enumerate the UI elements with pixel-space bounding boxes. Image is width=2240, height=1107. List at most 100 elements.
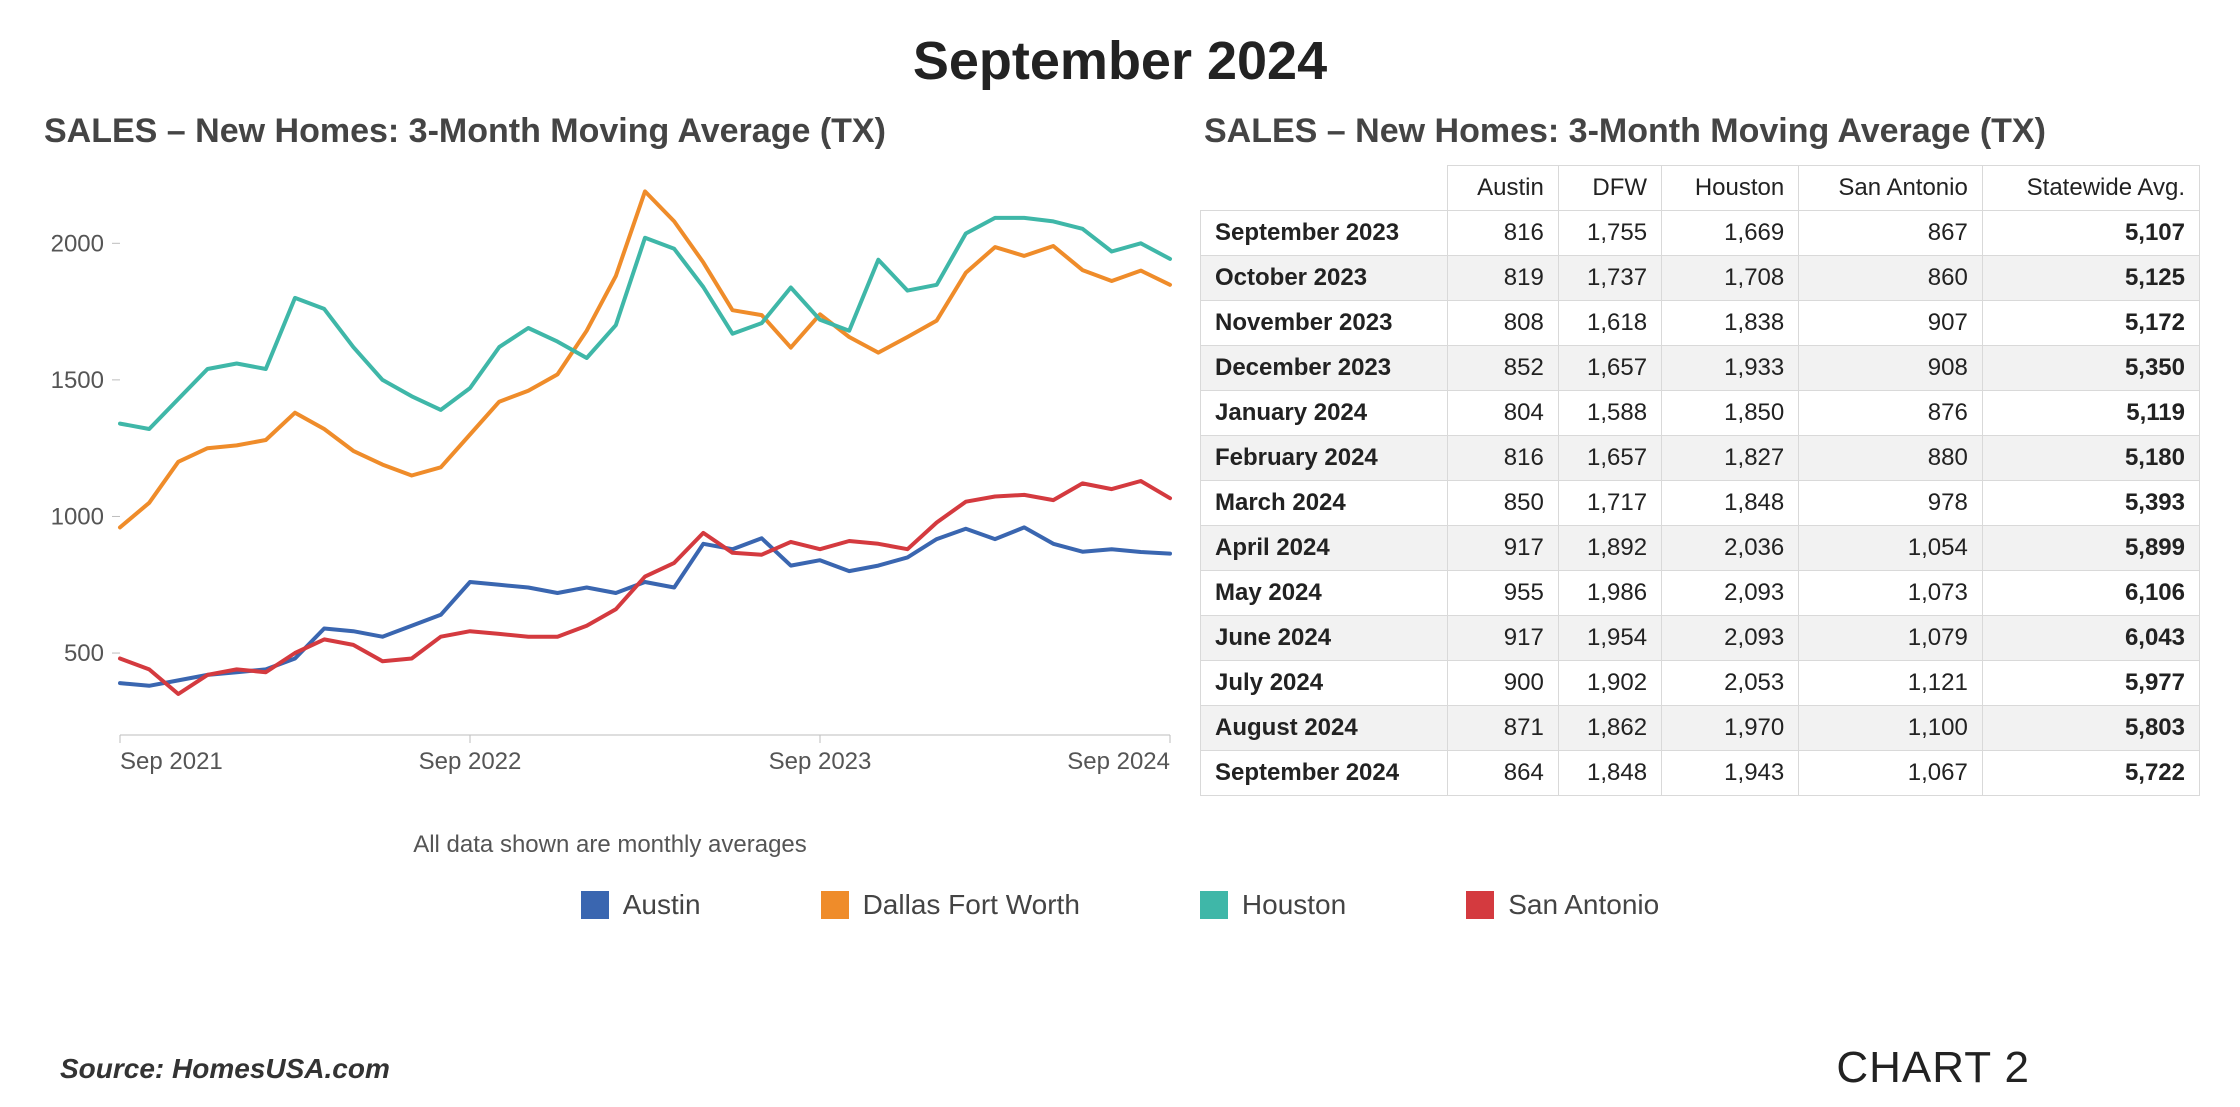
svg-text:Sep 2023: Sep 2023: [769, 748, 872, 775]
svg-text:500: 500: [64, 640, 104, 667]
table-row: January 20248041,5881,8508765,119: [1201, 391, 2200, 436]
table-cell: 6,043: [1982, 616, 2199, 661]
table-cell: 1,717: [1558, 481, 1661, 526]
svg-text:2000: 2000: [51, 230, 104, 257]
two-column-layout: SALES – New Homes: 3-Month Moving Averag…: [40, 112, 2200, 859]
table-row: April 20249171,8922,0361,0545,899: [1201, 526, 2200, 571]
table-cell: 5,722: [1982, 751, 2199, 796]
table-cell: 864: [1447, 751, 1558, 796]
table-cell: 2,053: [1662, 661, 1799, 706]
legend-label: Dallas Fort Worth: [863, 889, 1080, 921]
table-cell: 1,121: [1799, 661, 1983, 706]
table-row-header: March 2024: [1201, 481, 1448, 526]
table-cell: 819: [1447, 256, 1558, 301]
table-cell: 852: [1447, 346, 1558, 391]
table-row-header: October 2023: [1201, 256, 1448, 301]
table-cell: 804: [1447, 391, 1558, 436]
legend-swatch: [581, 891, 609, 919]
table-column-header: San Antonio: [1799, 166, 1983, 211]
table-cell: 1,079: [1799, 616, 1983, 661]
table-row-header: January 2024: [1201, 391, 1448, 436]
table-row: May 20249551,9862,0931,0736,106: [1201, 571, 2200, 616]
table-row: February 20248161,6571,8278805,180: [1201, 436, 2200, 481]
chart-footnote: All data shown are monthly averages: [40, 831, 1180, 859]
page-root: September 2024 SALES – New Homes: 3-Mont…: [0, 0, 2240, 1107]
legend-item: Dallas Fort Worth: [821, 889, 1080, 921]
table-cell: 5,899: [1982, 526, 2199, 571]
table-cell: 2,036: [1662, 526, 1799, 571]
table-row-header: November 2023: [1201, 301, 1448, 346]
table-cell: 1,943: [1662, 751, 1799, 796]
table-cell: 1,755: [1558, 211, 1661, 256]
table-cell: 908: [1799, 346, 1983, 391]
table-cell: 1,850: [1662, 391, 1799, 436]
svg-text:Sep 2021: Sep 2021: [120, 748, 223, 775]
legend-item: San Antonio: [1466, 889, 1659, 921]
svg-text:1500: 1500: [51, 367, 104, 394]
table-cell: 900: [1447, 661, 1558, 706]
table-cell: 1,737: [1558, 256, 1661, 301]
table-row: November 20238081,6181,8389075,172: [1201, 301, 2200, 346]
table-cell: 1,708: [1662, 256, 1799, 301]
table-row: August 20248711,8621,9701,1005,803: [1201, 706, 2200, 751]
table-row-header: August 2024: [1201, 706, 1448, 751]
table-row-header: September 2023: [1201, 211, 1448, 256]
line-chart-svg: 500100015002000Sep 2021Sep 2022Sep 2023S…: [40, 165, 1180, 805]
table-cell: 1,054: [1799, 526, 1983, 571]
legend-swatch: [821, 891, 849, 919]
table-cell: 917: [1447, 526, 1558, 571]
table-cell: 1,588: [1558, 391, 1661, 436]
table-cell: 871: [1447, 706, 1558, 751]
table-cell: 2,093: [1662, 571, 1799, 616]
table-cell: 1,669: [1662, 211, 1799, 256]
legend-label: Austin: [623, 889, 701, 921]
table-column-header: Statewide Avg.: [1982, 166, 2199, 211]
legend-swatch: [1200, 891, 1228, 919]
series-austin: [120, 527, 1170, 685]
legend: AustinDallas Fort WorthHoustonSan Antoni…: [40, 889, 2200, 921]
table-cell: 867: [1799, 211, 1983, 256]
table-cell: 978: [1799, 481, 1983, 526]
table-cell: 1,657: [1558, 346, 1661, 391]
table-panel: SALES – New Homes: 3-Month Moving Averag…: [1200, 112, 2200, 859]
table-cell: 1,657: [1558, 436, 1661, 481]
table-cell: 5,180: [1982, 436, 2199, 481]
table-cell: 5,172: [1982, 301, 2199, 346]
line-chart: 500100015002000Sep 2021Sep 2022Sep 2023S…: [40, 165, 1180, 825]
table-cell: 1,618: [1558, 301, 1661, 346]
table-cell: 1,862: [1558, 706, 1661, 751]
table-cell: 5,125: [1982, 256, 2199, 301]
table-row-header: April 2024: [1201, 526, 1448, 571]
table-row: October 20238191,7371,7088605,125: [1201, 256, 2200, 301]
table-cell: 5,803: [1982, 706, 2199, 751]
table-row-header: May 2024: [1201, 571, 1448, 616]
source-label: Source: HomesUSA.com: [60, 1053, 390, 1085]
table-row: September 20238161,7551,6698675,107: [1201, 211, 2200, 256]
table-cell: 5,350: [1982, 346, 2199, 391]
series-sanantonio: [120, 481, 1170, 694]
table-header-blank: [1201, 166, 1448, 211]
table-title: SALES – New Homes: 3-Month Moving Averag…: [1204, 112, 2200, 151]
table-cell: 5,393: [1982, 481, 2199, 526]
table-cell: 907: [1799, 301, 1983, 346]
table-row: July 20249001,9022,0531,1215,977: [1201, 661, 2200, 706]
legend-swatch: [1466, 891, 1494, 919]
svg-text:Sep 2022: Sep 2022: [419, 748, 522, 775]
table-cell: 6,106: [1982, 571, 2199, 616]
table-row-header: June 2024: [1201, 616, 1448, 661]
table-cell: 1,970: [1662, 706, 1799, 751]
chart-title: SALES – New Homes: 3-Month Moving Averag…: [44, 112, 1180, 151]
table-cell: 816: [1447, 436, 1558, 481]
table-cell: 5,977: [1982, 661, 2199, 706]
table-cell: 2,093: [1662, 616, 1799, 661]
table-cell: 850: [1447, 481, 1558, 526]
table-cell: 917: [1447, 616, 1558, 661]
table-column-header: Houston: [1662, 166, 1799, 211]
chart-number: CHART 2: [1836, 1043, 2030, 1093]
table-cell: 1,933: [1662, 346, 1799, 391]
table-cell: 816: [1447, 211, 1558, 256]
series-houston: [120, 218, 1170, 429]
chart-panel: SALES – New Homes: 3-Month Moving Averag…: [40, 112, 1180, 859]
table-cell: 1,954: [1558, 616, 1661, 661]
table-cell: 880: [1799, 436, 1983, 481]
